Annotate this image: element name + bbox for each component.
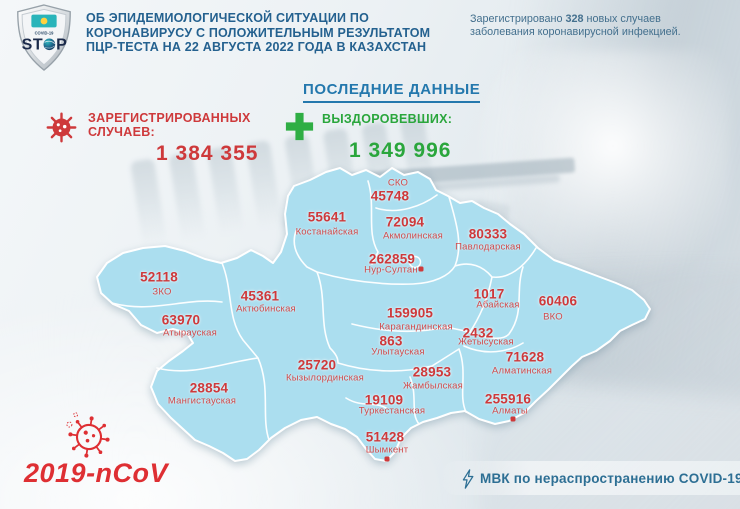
region-case-count: 52118 <box>140 269 178 285</box>
region-case-count: 262859 <box>368 251 416 267</box>
region-case-count: 71628 <box>505 349 545 365</box>
region-case-count: 28854 <box>189 380 229 396</box>
ncov-label: 2019-nCoV <box>24 458 169 488</box>
region-case-count: 51428 <box>365 429 405 445</box>
city-dot <box>384 456 390 462</box>
region-name: Алматы <box>492 405 528 417</box>
region-case-count: 19109 <box>364 392 404 408</box>
region-name: Алматинская <box>491 365 553 377</box>
region-name: СКО <box>387 177 409 189</box>
virus-icon <box>46 112 77 143</box>
region-case-count: 255916 <box>484 391 532 407</box>
region-name: Павлодарская <box>455 241 521 253</box>
region-name: Карагандинская <box>379 321 453 333</box>
city-dot <box>510 416 516 422</box>
region-name: ЗКО <box>152 286 172 298</box>
recovered-label: ВЫЗДОРОВЕВШИХ: <box>322 112 453 126</box>
region-name: ВКО <box>543 311 563 323</box>
region-case-count: 25720 <box>297 357 337 373</box>
region-case-count: 55641 <box>307 209 347 225</box>
region-name: Шымкент <box>365 444 409 456</box>
region-case-count: 159905 <box>386 305 434 321</box>
region-name: Костанайская <box>295 226 359 238</box>
region-name: Абайская <box>476 299 520 311</box>
region-name: Жетысуская <box>458 336 514 348</box>
region-name: Туркестанская <box>358 405 426 417</box>
region-case-count: 63970 <box>161 312 201 328</box>
region-name: Мангистауская <box>167 395 237 407</box>
logo-stop-text-p: P <box>56 36 67 54</box>
region-case-count: 863 <box>379 333 403 349</box>
logo-stop-text-st: ST <box>22 36 43 54</box>
lightning-icon <box>462 469 474 489</box>
plus-icon <box>285 112 314 141</box>
registered-cases-value: 1 384 355 <box>156 142 259 165</box>
coronavirus-outline-icon <box>66 412 110 458</box>
committee-band <box>440 461 740 495</box>
region-case-count: 2432 <box>462 325 494 341</box>
nur-sultan-enclave <box>408 255 422 269</box>
registered-cases-label: ЗАРЕГИСТРИРОВАННЫХ СЛУЧАЕВ: <box>88 111 251 139</box>
region-name: Акмолинская <box>383 230 443 242</box>
latest-data-heading: ПОСЛЕДНИЕ ДАННЫЕ <box>303 81 481 103</box>
region-name: Актюбинская <box>236 303 296 315</box>
new-cases-count: 328 <box>565 13 584 25</box>
region-name: Улытауская <box>371 346 425 358</box>
city-dot <box>418 266 424 272</box>
region-name: Кызылординская <box>286 372 364 384</box>
region-case-count: 1017 <box>473 286 505 302</box>
recovered-value: 1 349 996 <box>349 139 452 162</box>
logo-small-text: COVID-19 <box>35 31 55 36</box>
region-case-count: 45361 <box>240 288 280 304</box>
region-case-count: 45748 <box>370 188 410 204</box>
region-case-count: 80333 <box>468 226 508 242</box>
region-case-count: 60406 <box>538 293 578 309</box>
committee-label: МВК по нераспространению COVID-19 <box>480 471 740 486</box>
region-borders <box>111 180 537 441</box>
country-outline <box>96 167 651 462</box>
new-cases-note: Зарегистрировано 328 новых случаев забол… <box>470 13 681 38</box>
stop-covid-shield-logo: COVID-19 ST P <box>17 4 71 71</box>
region-case-count: 72094 <box>385 214 425 230</box>
region-name: Жамбылская <box>403 380 463 392</box>
region-name: Атырауская <box>163 327 217 339</box>
region-name: Нур-Султан <box>364 264 418 276</box>
page-title: ОБ ЭПИДЕМИОЛОГИЧЕСКОЙ СИТУАЦИИ ПО КОРОНА… <box>86 11 431 54</box>
region-case-count: 28953 <box>412 364 452 380</box>
